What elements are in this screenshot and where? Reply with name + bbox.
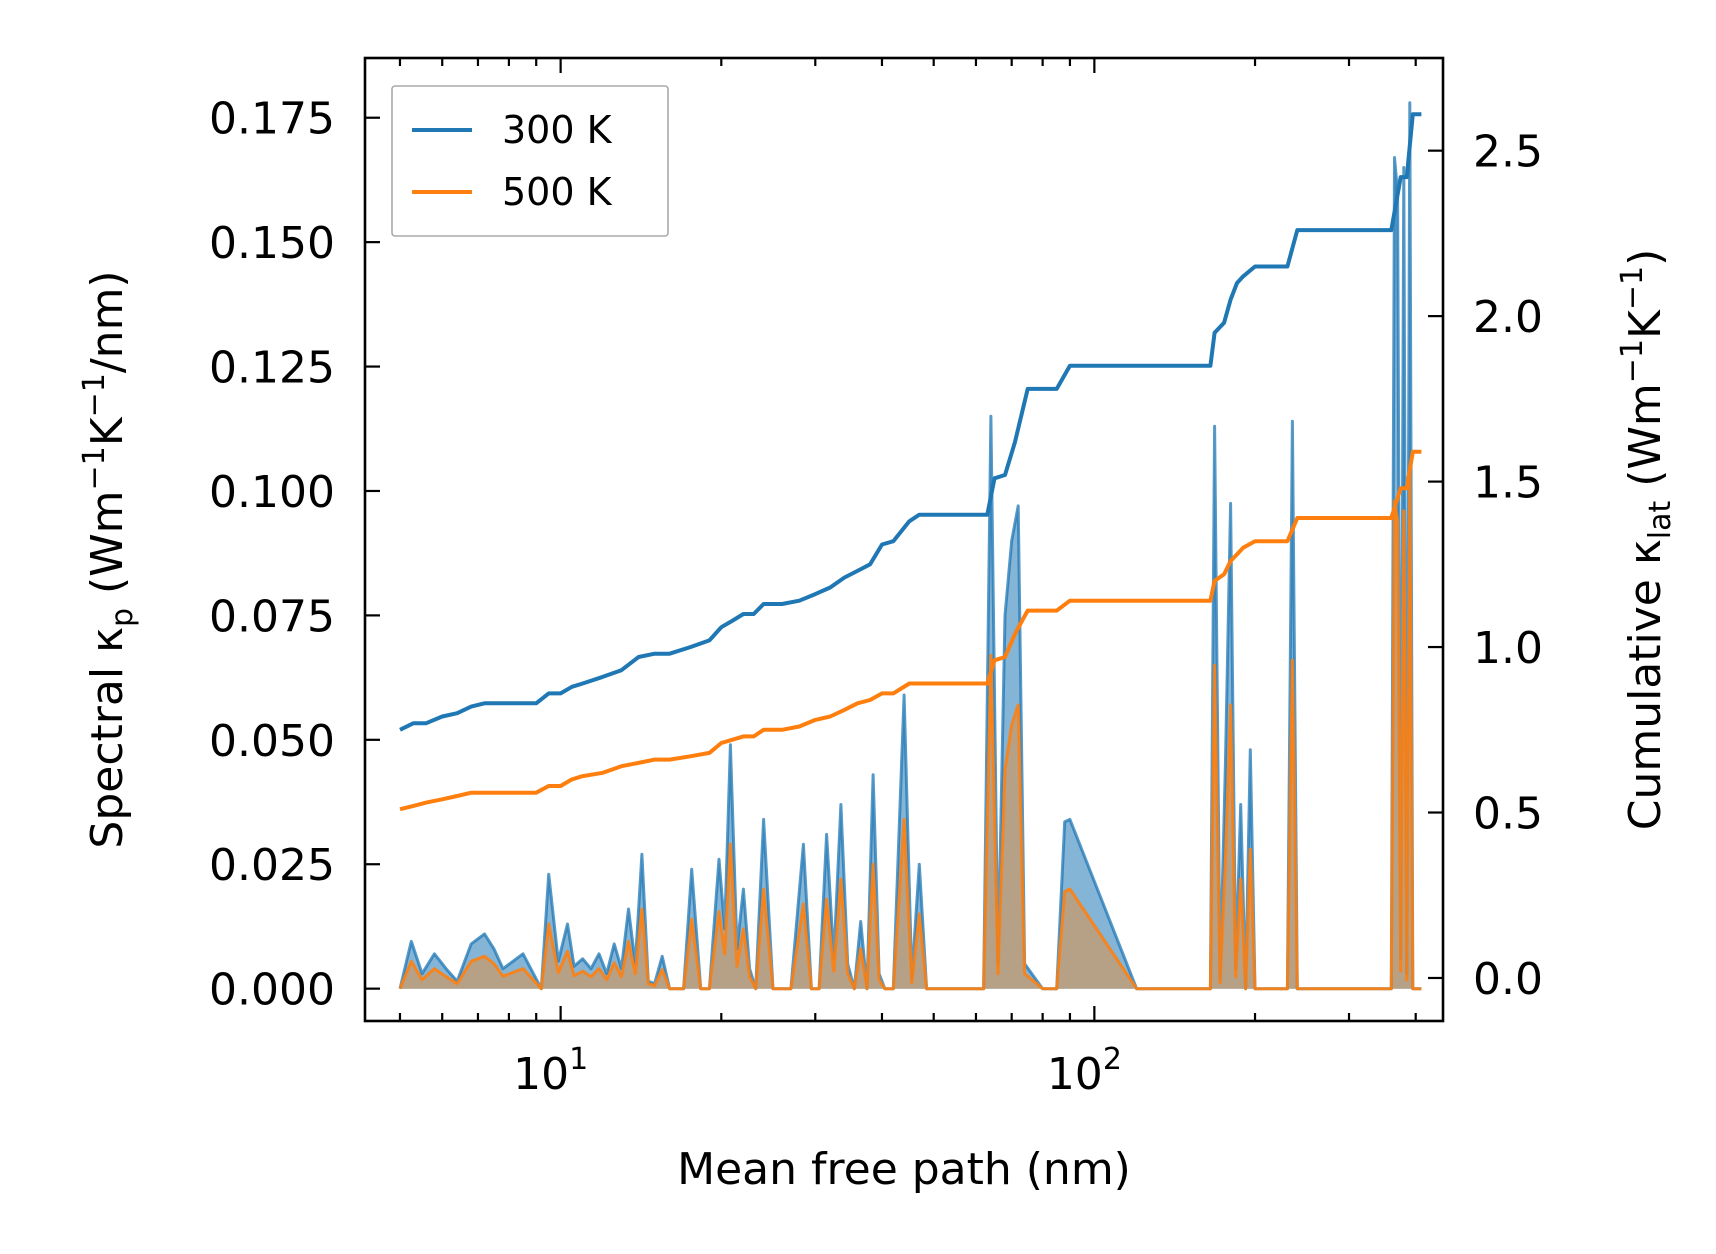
x-tick-label-base: 10 xyxy=(513,1049,569,1100)
cumulative-line-layer xyxy=(399,112,1422,812)
right-y-label-mid: K xyxy=(1620,309,1671,339)
right-y-label-unit-open: (Wm xyxy=(1620,383,1671,501)
x-axis-label: Mean free path (nm) xyxy=(677,1144,1131,1195)
left-y-tick-label: 0.125 xyxy=(209,343,335,394)
left-y-tick-label: 0.150 xyxy=(209,218,335,269)
right-y-label-subscript: lat xyxy=(1643,501,1678,540)
right-y-axis-label: Cumulative κlat (Wm−1K−1) xyxy=(1615,249,1678,831)
legend: 300 K 500 K xyxy=(391,85,669,237)
legend-label-300k: 300 K xyxy=(502,108,613,152)
left-y-label-exp2: −1 xyxy=(77,373,112,417)
cumulative-line-300k xyxy=(399,112,1422,732)
x-tick-label-exp: 1 xyxy=(569,1042,588,1077)
axes-frame xyxy=(363,56,1445,1023)
left-y-label-exp1: −1 xyxy=(77,446,112,490)
left-y-tick-label: 0.175 xyxy=(209,94,335,145)
left-y-tick-label: 0.050 xyxy=(209,716,335,767)
plot-area xyxy=(363,56,1445,1023)
right-y-tick-label: 2.0 xyxy=(1473,292,1543,343)
right-y-label-exp1: −1 xyxy=(1615,339,1650,383)
right-y-label-exp2: −1 xyxy=(1615,266,1650,310)
x-tick-label: 101 xyxy=(513,1042,588,1100)
x-tick-label-exp: 2 xyxy=(1103,1042,1122,1077)
spectral-line-300k xyxy=(398,101,1422,991)
right-y-label-unit-close: ) xyxy=(1620,249,1671,266)
right-y-label-prefix: Cumulative κ xyxy=(1620,539,1671,830)
x-tick-label-base: 10 xyxy=(1047,1049,1103,1100)
left-y-label-unit-close: /nm) xyxy=(82,270,133,373)
tick-label-layer: 0.000 0.025 0.050 0.075 0.100 0.125 0.150 0.175… xyxy=(209,94,1543,1100)
left-y-tick-label: 0.075 xyxy=(209,591,335,642)
right-y-tick-label: 2.5 xyxy=(1473,127,1543,178)
tick-layer xyxy=(365,58,1443,1021)
left-y-label-mid: K xyxy=(82,416,133,446)
right-y-tick-label: 0.0 xyxy=(1473,954,1543,1005)
spectral-line-layer xyxy=(398,101,1422,991)
cumulative-line-500k xyxy=(399,449,1422,812)
left-y-axis-label: Spectral κp (Wm−1K−1/nm) xyxy=(77,270,140,848)
left-y-label-subscript: p xyxy=(105,608,140,627)
right-y-tick-label: 0.5 xyxy=(1473,789,1543,840)
x-tick-label: 102 xyxy=(1047,1042,1122,1100)
left-y-label-prefix: Spectral κ xyxy=(82,627,133,849)
right-y-tick-label: 1.5 xyxy=(1473,458,1543,509)
left-y-tick-label: 0.100 xyxy=(209,467,335,518)
left-y-label-unit-open: (Wm xyxy=(82,490,133,608)
spectral-line-500k xyxy=(398,469,1422,991)
left-y-tick-label: 0.025 xyxy=(209,840,335,891)
left-y-tick-label: 0.000 xyxy=(209,965,335,1016)
legend-label-500k: 500 K xyxy=(502,170,613,214)
legend-box xyxy=(391,85,669,237)
right-y-tick-label: 1.0 xyxy=(1473,623,1543,674)
